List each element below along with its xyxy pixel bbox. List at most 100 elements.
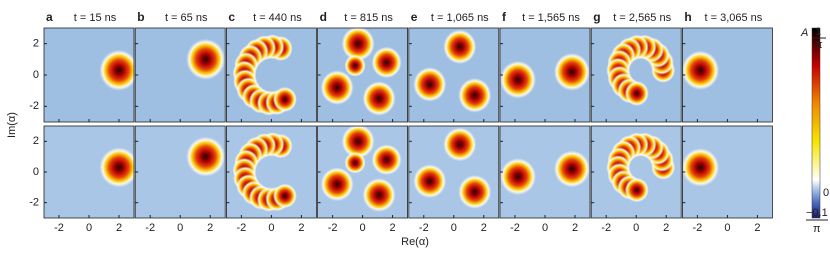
blob bbox=[341, 28, 375, 61]
heatmap-panel bbox=[43, 125, 135, 219]
x-tick-label: 0 bbox=[86, 222, 92, 234]
heatmap-panel bbox=[590, 27, 682, 123]
x-tick-label: 0 bbox=[724, 222, 730, 234]
blobs bbox=[232, 34, 297, 116]
panel-letter: a bbox=[46, 10, 53, 24]
heatmap-panel bbox=[225, 27, 317, 123]
blob bbox=[443, 127, 477, 162]
blobs bbox=[682, 148, 720, 187]
blob bbox=[320, 167, 354, 202]
blob bbox=[272, 183, 297, 209]
x-tick-label: -2 bbox=[693, 222, 703, 234]
blob bbox=[682, 148, 720, 187]
blob bbox=[344, 152, 366, 174]
panel-letter: h bbox=[684, 10, 691, 24]
x-tick-label: 2 bbox=[207, 222, 213, 234]
panel-time: t = 15 ns bbox=[74, 12, 117, 24]
heatmap-panel bbox=[317, 125, 409, 219]
heatmap-panel bbox=[134, 125, 226, 219]
blobs bbox=[186, 136, 226, 177]
panel-time: t = 440 ns bbox=[253, 12, 302, 24]
heatmap-panel bbox=[682, 125, 773, 219]
blob bbox=[186, 136, 226, 177]
panel-letter: d bbox=[320, 10, 327, 24]
blobs bbox=[500, 53, 590, 99]
blob bbox=[458, 78, 492, 113]
y-tick-label: -2 bbox=[29, 197, 39, 209]
blob bbox=[371, 46, 402, 79]
colorbar-bottom-numerator: −0.1 bbox=[806, 207, 828, 219]
x-axis-label: Re(α) bbox=[401, 236, 429, 248]
x-tick-label: -2 bbox=[601, 222, 611, 234]
blob bbox=[554, 53, 590, 91]
panel-time: t = 3,065 ns bbox=[705, 12, 763, 24]
blob bbox=[443, 29, 477, 65]
heatmap-panel bbox=[134, 27, 226, 123]
x-tick-label: 2 bbox=[390, 222, 396, 234]
x-tick-label: 0 bbox=[633, 222, 639, 234]
heatmap-panel bbox=[682, 27, 773, 123]
x-tick-label: 2 bbox=[298, 222, 304, 234]
colorbar-top-numerator: 1 bbox=[815, 26, 821, 38]
x-tick-label: -2 bbox=[419, 222, 429, 234]
blobs bbox=[232, 132, 297, 212]
blobs bbox=[99, 147, 134, 188]
y-tick-label: 0 bbox=[33, 166, 39, 178]
colorbar bbox=[811, 27, 821, 219]
blob bbox=[682, 50, 720, 90]
blob bbox=[186, 38, 226, 80]
colorbar-zero: 0 bbox=[823, 187, 829, 199]
x-tick-label: -2 bbox=[328, 222, 338, 234]
heatmap-panel bbox=[43, 27, 135, 123]
blob bbox=[272, 86, 297, 112]
y-tick-label: 0 bbox=[33, 69, 39, 81]
panel-letter: b bbox=[137, 10, 144, 24]
heatmap-panel bbox=[590, 125, 682, 219]
panel-time: t = 815 ns bbox=[344, 12, 393, 24]
blob bbox=[362, 81, 396, 116]
blob bbox=[341, 126, 375, 159]
y-tick-label: 2 bbox=[33, 135, 39, 147]
x-tick-label: 2 bbox=[663, 222, 669, 234]
panel-time: t = 1,565 ns bbox=[522, 12, 580, 24]
blobs bbox=[320, 28, 402, 116]
colorbar-bottom-denominator: π bbox=[813, 223, 821, 235]
blobs bbox=[606, 132, 676, 203]
blob bbox=[99, 147, 134, 188]
panel-letter: c bbox=[228, 10, 235, 24]
blob bbox=[500, 158, 536, 196]
blobs bbox=[682, 50, 720, 90]
x-tick-label: 0 bbox=[542, 222, 548, 234]
blob bbox=[413, 164, 447, 199]
panel-letter: g bbox=[593, 10, 600, 24]
blobs bbox=[413, 127, 492, 209]
x-tick-label: 0 bbox=[451, 222, 457, 234]
x-tick-label: 2 bbox=[116, 222, 122, 234]
panel-time: t = 1,065 ns bbox=[431, 12, 489, 24]
heatmap-panel bbox=[408, 125, 500, 219]
heatmap-panel bbox=[317, 27, 409, 123]
blob bbox=[371, 144, 402, 176]
panel-letter: f bbox=[502, 10, 507, 24]
x-tick-label: -2 bbox=[54, 222, 64, 234]
blobs bbox=[186, 38, 226, 80]
y-axis-label: Im(α) bbox=[6, 112, 18, 138]
blob bbox=[320, 70, 354, 105]
blobs bbox=[413, 29, 492, 113]
x-tick-label: 2 bbox=[754, 222, 760, 234]
y-tick-label: 2 bbox=[33, 38, 39, 50]
x-tick-label: -2 bbox=[237, 222, 247, 234]
panel-time: t = 65 ns bbox=[165, 12, 208, 24]
colorbar-symbol: A bbox=[800, 27, 808, 39]
blob bbox=[458, 175, 492, 209]
blob bbox=[99, 49, 134, 91]
x-tick-label: 0 bbox=[268, 222, 274, 234]
heatmap-panel bbox=[499, 27, 591, 123]
x-tick-label: 0 bbox=[360, 222, 366, 234]
panel-time: t = 2,565 ns bbox=[613, 12, 671, 24]
blob bbox=[624, 177, 649, 203]
blob bbox=[500, 60, 536, 99]
y-tick-label: -2 bbox=[29, 100, 39, 112]
colorbar-top-denominator: π bbox=[815, 39, 823, 51]
